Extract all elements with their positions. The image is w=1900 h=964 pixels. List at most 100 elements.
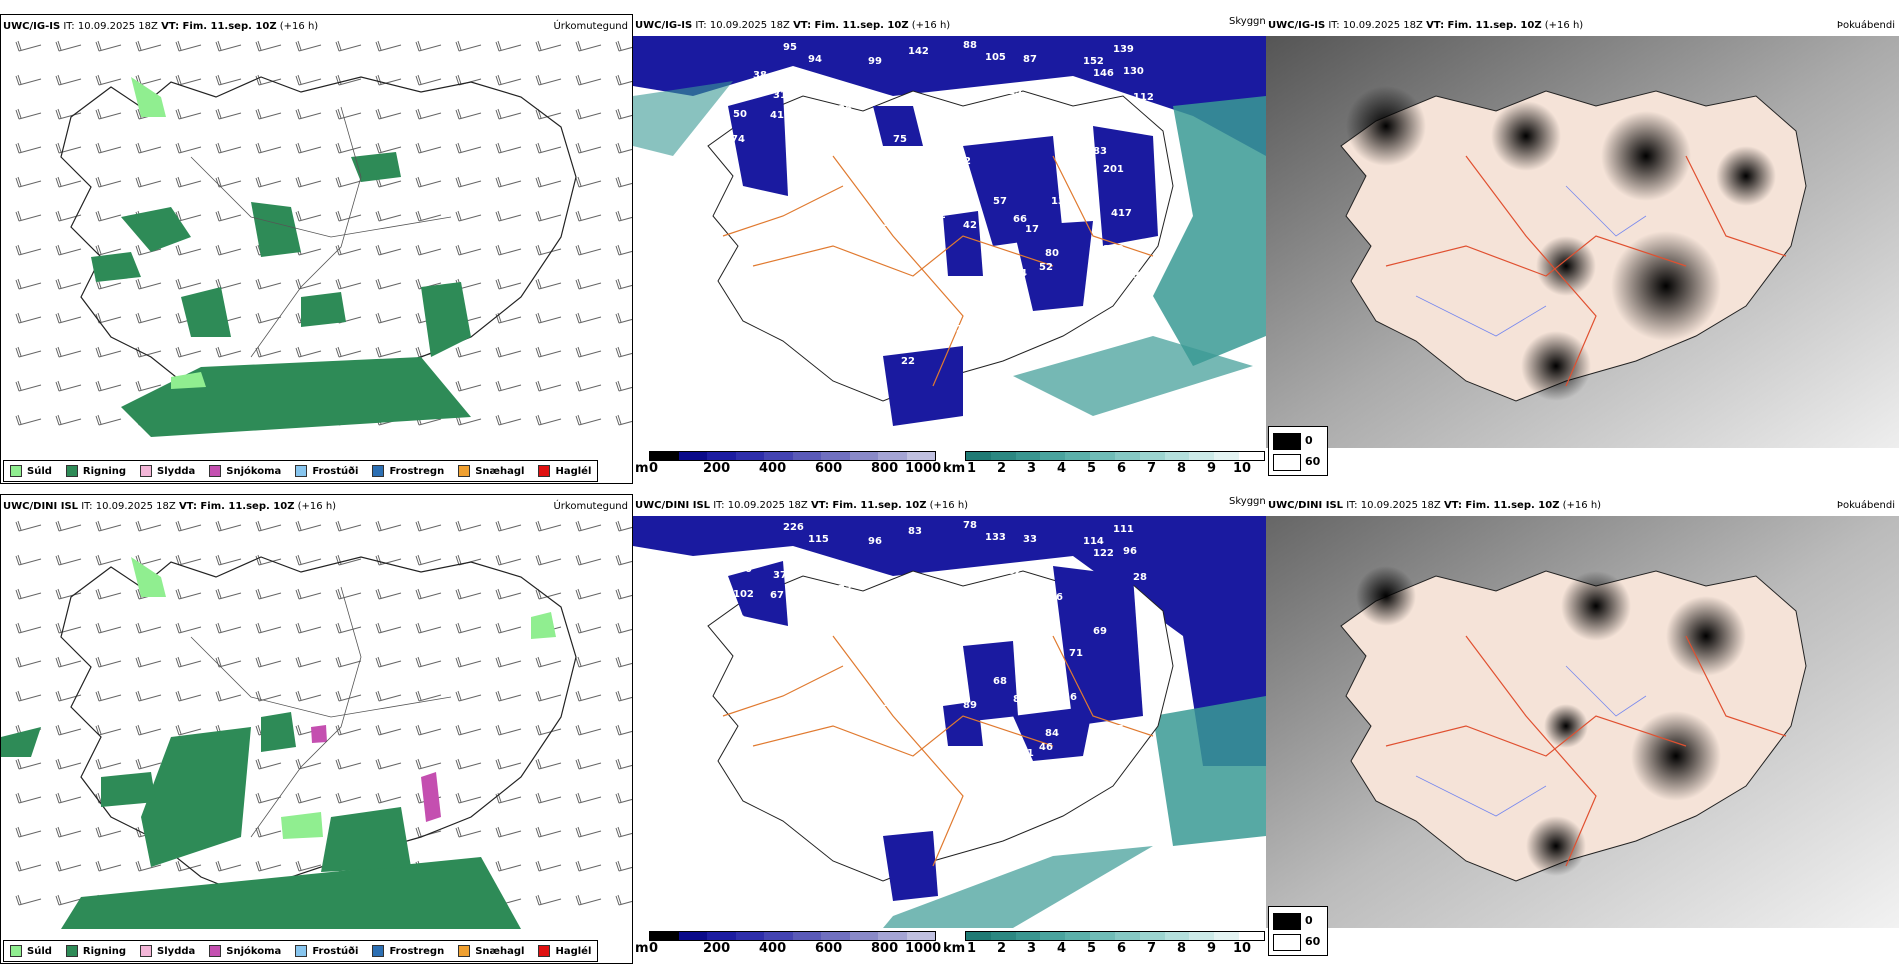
legend-label: Frostregn <box>389 945 445 957</box>
wind-barb <box>295 210 322 222</box>
legend-swatch <box>140 465 153 477</box>
wind-barb <box>15 588 42 600</box>
wind-barb <box>575 554 602 566</box>
wind-barb <box>575 690 602 702</box>
wind-barb <box>15 176 42 188</box>
colorbar-tick: 2 <box>997 941 1007 956</box>
colorbar-unit: km <box>943 941 966 956</box>
colorbar-tick: 10 <box>1233 461 1252 476</box>
wind-barb <box>15 108 42 120</box>
model-source: UWC/IG-IS <box>1268 20 1326 31</box>
wind-barb <box>535 278 562 290</box>
wind-barb <box>95 690 122 702</box>
precip-legend: Súld Rigning Slydda Snjókoma Frostúði Fr… <box>3 940 599 962</box>
legend-item: Súld <box>10 945 52 957</box>
cloud-base-label: 28 <box>1133 572 1147 583</box>
wind-barb <box>495 380 522 392</box>
wind-barb <box>295 176 322 188</box>
wind-barb <box>455 244 482 256</box>
wind-barb <box>375 622 402 634</box>
roads <box>722 635 1154 867</box>
colorbar-tick: 4 <box>1057 941 1067 956</box>
wind-barb <box>535 40 562 52</box>
cloud-base-label: 44 <box>1013 268 1027 279</box>
wind-barb <box>615 380 632 392</box>
wind-barb <box>495 656 522 668</box>
wind-barb <box>95 210 122 222</box>
wind-barb <box>495 690 522 702</box>
wind-barb <box>295 588 322 600</box>
precip-legend: Súld Rigning Slydda Snjókoma Frostúði Fr… <box>3 460 599 482</box>
cloud-base-label: 42 <box>963 220 977 231</box>
wind-barb <box>335 622 362 634</box>
cloud-base-label: 102 <box>733 589 754 600</box>
wind-barb <box>575 894 602 906</box>
wind-barb <box>215 588 242 600</box>
cloud-base-label: 63 <box>883 314 897 325</box>
wind-barb <box>575 40 602 52</box>
cloud-base-label: 112 <box>1133 92 1154 103</box>
cloud-base-label: 56 <box>1063 692 1077 703</box>
roads <box>190 586 452 838</box>
wind-barb <box>415 142 442 154</box>
valid-time: VT: Fim. 11.sep. 10Z <box>810 500 927 511</box>
cloud-base-label: 115 <box>808 534 829 545</box>
wind-barb <box>95 40 122 52</box>
wind-barb <box>535 380 562 392</box>
wind-barb <box>535 74 562 86</box>
model-source: UWC/IG-IS <box>3 21 61 32</box>
fog-legend: 0 60 <box>1268 906 1328 956</box>
wind-barb <box>375 312 402 324</box>
wind-barb <box>375 554 402 566</box>
cloud-base-label: 33 <box>1023 534 1037 545</box>
wind-barb <box>615 346 632 358</box>
cloud-base-label: 122 <box>1093 548 1114 559</box>
wind-barb <box>575 346 602 358</box>
wind-barb <box>495 758 522 770</box>
colorbar-tick: 0 <box>649 461 659 476</box>
wind-barb <box>295 520 322 532</box>
cloud-base-label: 67 <box>770 590 784 601</box>
wind-barb <box>135 860 162 872</box>
low-cloud-land <box>728 91 1158 426</box>
wind-barb <box>55 758 82 770</box>
wind-barb <box>215 346 242 358</box>
wind-barb <box>55 656 82 668</box>
wind-barb <box>455 656 482 668</box>
wind-barb <box>495 346 522 358</box>
wind-barb <box>15 380 42 392</box>
wind-barb <box>615 622 632 634</box>
wind-barb <box>535 176 562 188</box>
wind-barb <box>375 108 402 120</box>
fog-blobs <box>1356 566 1746 876</box>
panel-header: UWC/IG-IS IT: 10.09.2025 18Z VT: Fim. 11… <box>635 20 1262 34</box>
colorbar-tick: 6 <box>1117 461 1127 476</box>
wind-barb <box>175 210 202 222</box>
iceland-outline <box>60 76 577 418</box>
wind-barb <box>335 792 362 804</box>
wind-barb <box>255 176 282 188</box>
wind-barb <box>335 142 362 154</box>
wind-barb <box>455 588 482 600</box>
cloud-base-label: 139 <box>1113 44 1134 55</box>
colorbar-tick: 6 <box>1117 941 1127 956</box>
wind-barb <box>575 142 602 154</box>
wind-barb <box>255 346 282 358</box>
legend-swatch <box>538 945 551 957</box>
wind-barb <box>175 142 202 154</box>
wind-barb <box>95 414 122 426</box>
wind-barb <box>575 414 602 426</box>
cloud-base-label: 66 <box>925 690 939 701</box>
legend-label: Haglél <box>555 465 592 477</box>
wind-barb <box>415 244 442 256</box>
wind-barb <box>175 656 202 668</box>
iceland-outline <box>707 90 1174 402</box>
wind-barb <box>495 622 522 634</box>
wind-barb <box>255 554 282 566</box>
wind-barb <box>55 244 82 256</box>
wind-barb <box>615 312 632 324</box>
init-time: IT: 10.09.2025 18Z <box>713 500 808 511</box>
wind-barb <box>535 414 562 426</box>
wind-barb <box>455 346 482 358</box>
legend-item: Rigning <box>65 945 126 957</box>
